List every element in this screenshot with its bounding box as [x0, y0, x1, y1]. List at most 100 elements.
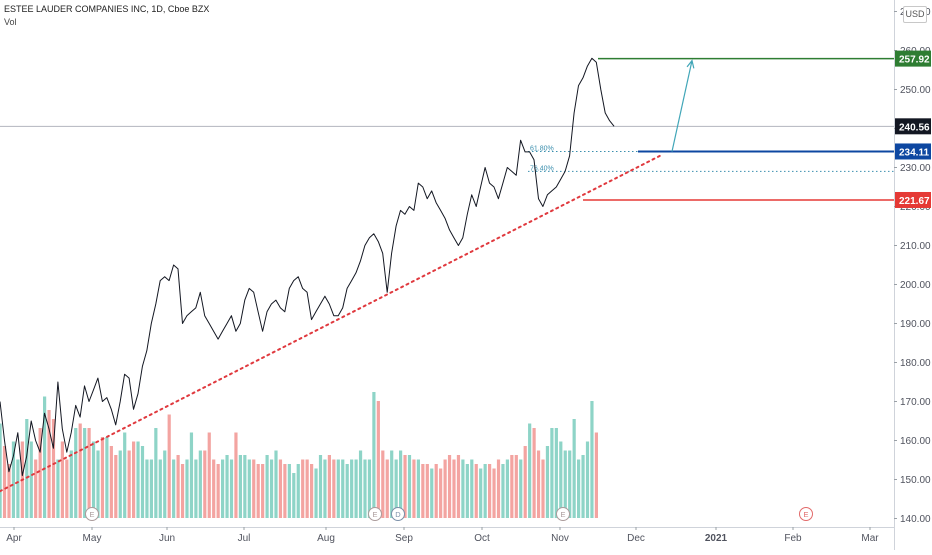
- volume-bar: [456, 455, 461, 518]
- volume-bar: [25, 419, 29, 518]
- volume-bar: [510, 455, 514, 518]
- volume-bar: [2, 446, 7, 518]
- volume-bar: [354, 459, 358, 518]
- event-marker[interactable]: [556, 507, 570, 521]
- volume-bar: [269, 459, 274, 518]
- volume-bar: [483, 464, 487, 518]
- volume-bar: [358, 450, 363, 518]
- volume-label: Vol: [4, 17, 17, 27]
- volume-bar: [443, 459, 447, 518]
- x-tick-label: Oct: [474, 533, 490, 544]
- volume-bar: [189, 432, 194, 518]
- volume-bar: [501, 464, 505, 518]
- currency-button[interactable]: USD: [903, 6, 927, 23]
- volume-bar: [594, 432, 598, 518]
- volume-bar: [140, 446, 145, 518]
- volume-bar: [56, 459, 60, 518]
- volume-bar: [198, 450, 202, 518]
- event-marker[interactable]: [799, 507, 813, 521]
- volume-bar: [114, 455, 118, 518]
- volume-bar: [305, 459, 309, 518]
- volume-bar: [532, 428, 536, 518]
- volume-bar: [363, 459, 367, 518]
- price-axis-label: 240.56: [899, 122, 930, 133]
- volume-bar: [51, 419, 56, 518]
- volume-bar: [336, 459, 340, 518]
- volume-bar: [96, 450, 100, 518]
- volume-bar: [310, 464, 314, 518]
- volume-bar: [176, 455, 180, 518]
- x-tick-label: Jun: [159, 533, 175, 544]
- volume-bar: [523, 446, 527, 518]
- volume-bar: [109, 446, 113, 518]
- x-tick-label: Nov: [551, 533, 569, 544]
- volume-bar: [38, 428, 42, 518]
- x-tick-label: 2021: [705, 533, 728, 544]
- volume-bar: [519, 459, 523, 518]
- event-marker-label: E: [372, 510, 377, 519]
- event-marker[interactable]: [85, 507, 99, 521]
- target-arrow[interactable]: [671, 60, 693, 152]
- target-arrow-head: [686, 59, 695, 69]
- volume-bar: [434, 464, 438, 518]
- volume-bar: [496, 459, 501, 518]
- volume-bar: [568, 450, 572, 518]
- volume-bar: [221, 459, 225, 518]
- volume-bar: [474, 464, 478, 518]
- volume-bar: [577, 459, 581, 518]
- volume-bar: [212, 459, 216, 518]
- volume-bar: [381, 450, 385, 518]
- volume-bar: [243, 455, 247, 518]
- volume-bar: [7, 464, 11, 518]
- volume-bar: [563, 450, 567, 518]
- volume-bar: [407, 455, 412, 518]
- event-marker-label: D: [395, 510, 401, 519]
- x-tick-label: Dec: [627, 533, 645, 544]
- volume-bar: [572, 419, 576, 518]
- volume-bar: [34, 459, 38, 518]
- volume-bar: [292, 473, 296, 518]
- volume-bar: [403, 455, 407, 518]
- x-tick-label: Feb: [784, 533, 802, 544]
- volume-bar: [416, 459, 420, 518]
- volume-bar: [514, 455, 518, 518]
- event-marker-label: E: [803, 510, 808, 519]
- volume-bar: [372, 392, 376, 518]
- event-marker-label: E: [89, 510, 94, 519]
- volume-bar: [590, 401, 594, 518]
- y-tick-label: 190.00: [900, 319, 931, 330]
- volume-bar: [238, 455, 242, 518]
- price-axis-label: 221.67: [899, 196, 930, 207]
- support-trendline[interactable]: [0, 154, 661, 493]
- volume-bar: [318, 455, 323, 518]
- price-axis-panel[interactable]: [894, 0, 932, 550]
- chart-title: ESTEE LAUDER COMPANIES INC, 1D, Cboe BZX: [4, 4, 210, 14]
- volume-bar: [479, 468, 483, 518]
- volume-bar: [390, 450, 394, 518]
- volume-bar: [488, 464, 492, 518]
- event-marker[interactable]: [368, 507, 382, 521]
- volume-bar: [425, 464, 429, 518]
- volume-bar: [439, 468, 443, 518]
- volume-bar: [447, 455, 452, 518]
- volume-bar: [314, 468, 318, 518]
- volume-bar: [145, 459, 149, 518]
- price-axis-label-box: [895, 118, 931, 135]
- volume-bar: [323, 459, 327, 518]
- volume-bar: [216, 464, 220, 518]
- volume-bar: [528, 423, 532, 518]
- volume-bar: [541, 459, 545, 518]
- y-tick-label: 210.00: [900, 241, 931, 252]
- price-line: [0, 57, 615, 477]
- x-tick-label: May: [83, 533, 102, 544]
- volume-bar: [287, 464, 291, 518]
- volume-bar: [136, 441, 140, 518]
- volume-bar: [149, 459, 153, 518]
- volume-bar: [461, 459, 465, 518]
- volume-bar: [247, 459, 251, 518]
- volume-bar: [229, 459, 234, 518]
- volume-bar: [29, 441, 33, 518]
- event-marker[interactable]: [391, 507, 405, 521]
